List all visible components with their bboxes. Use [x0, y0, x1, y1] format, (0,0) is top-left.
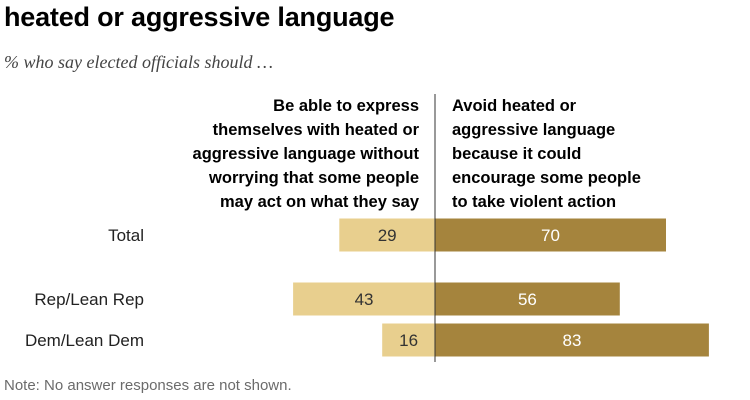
data-label-left: 29 [378, 226, 397, 245]
legend-left-line: aggressive language without [192, 145, 419, 163]
legend-right-line: aggressive language [452, 121, 616, 139]
legend-left-line: Be able to express [273, 97, 419, 115]
legend-right-series: Avoid heated or aggressive language beca… [452, 94, 641, 214]
category-label: Rep/Lean Rep [34, 290, 144, 309]
chart-title: heated or aggressive language [4, 2, 395, 32]
data-label-left: 16 [399, 331, 418, 350]
bar-left [293, 282, 435, 316]
category-label: Total [108, 226, 144, 245]
bar-right [435, 323, 709, 357]
bar-left [382, 323, 435, 357]
bar-right [435, 218, 666, 252]
category-label: Dem/Lean Dem [25, 331, 144, 350]
data-label-right: 56 [518, 290, 537, 309]
legend-right-line: to take violent action [452, 193, 617, 211]
chart-subtitle: % who say elected officials should … [4, 52, 273, 72]
legend-left-line: may act on what they say [220, 193, 419, 211]
legend-right-line: encourage some people [452, 169, 641, 187]
legend-right-line: because it could [452, 145, 582, 163]
bar-left [339, 218, 435, 252]
data-label-right: 70 [541, 226, 560, 245]
footnote: Note: No answer responses are not shown. [4, 377, 292, 394]
legend-right-line: Avoid heated or [452, 97, 577, 115]
data-label-right: 83 [562, 331, 581, 350]
legend-left-series: Be able to express themselves with heate… [193, 94, 419, 214]
legend-left-line: themselves with heated or [212, 121, 419, 139]
legend-left-line: worrying that some people [209, 169, 419, 187]
data-label-left: 43 [355, 290, 374, 309]
bar-right [435, 282, 620, 316]
